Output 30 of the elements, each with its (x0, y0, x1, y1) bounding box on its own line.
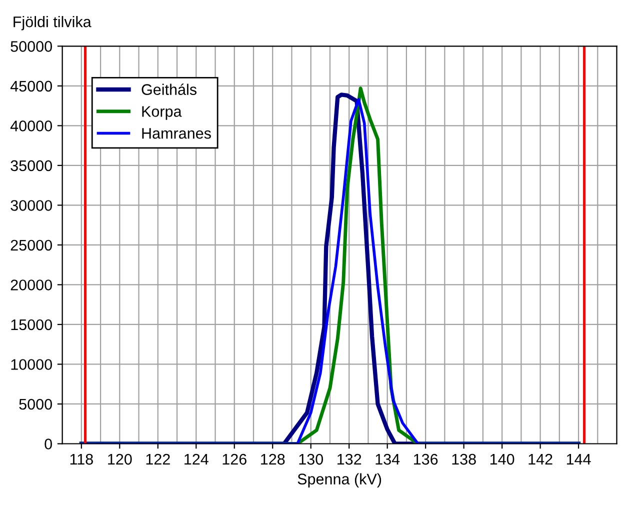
y-tick-label: 15000 (11, 319, 52, 330)
x-tick-label: 136 (414, 454, 438, 465)
x-tick-label: 134 (376, 454, 400, 465)
y-tick-label: 35000 (10, 160, 52, 172)
x-axis-title: Spenna (kV) (298, 473, 382, 488)
y-tick-label: 30000 (10, 200, 52, 211)
x-tick-label: 144 (566, 454, 591, 465)
x-tick-label: 128 (261, 454, 285, 465)
x-tick-label: 118 (70, 454, 93, 465)
x-tick-label: 126 (222, 454, 246, 465)
x-tick-label: 124 (184, 454, 208, 465)
y-tick-label: 25000 (10, 240, 52, 251)
y-tick-label: 5000 (19, 398, 52, 410)
legend-label: Geitháls (142, 84, 196, 95)
y-tick-label: 10000 (11, 359, 52, 370)
y-axis-title: Fjöldi tilvika (14, 16, 92, 30)
x-tick-label: 122 (146, 454, 170, 465)
legend-label: Korpa (142, 106, 182, 120)
x-tick-label: 130 (299, 454, 324, 465)
y-tick-label: 20000 (10, 280, 52, 290)
x-tick-label: 140 (490, 454, 514, 465)
x-tick-label: 142 (528, 454, 552, 465)
y-tick-label: 40000 (10, 120, 52, 132)
legend-label: Hamranes (142, 128, 211, 139)
y-tick-label: 0 (44, 438, 52, 450)
y-tick-label: 50000 (10, 41, 52, 52)
x-tick-label: 132 (338, 454, 362, 465)
x-tick-label: 120 (108, 454, 132, 465)
y-tick-label: 45000 (10, 80, 52, 92)
x-tick-label: 138 (452, 454, 476, 465)
